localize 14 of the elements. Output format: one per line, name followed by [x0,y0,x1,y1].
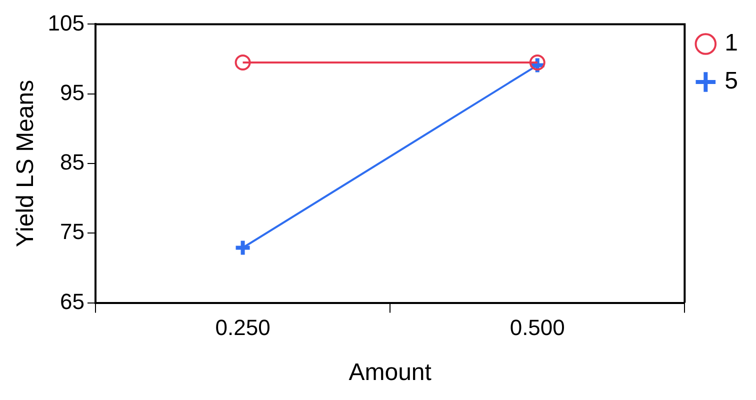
y-tick-label: 65 [60,288,85,314]
x-tick-label: 0.250 [215,315,270,340]
legend-label: 5 [724,68,738,95]
x-tick-label: 0.500 [510,315,565,340]
point [529,54,546,71]
y-tick-label: 105 [48,10,85,36]
y-tick-label: 75 [60,219,85,244]
y-tick-label: 95 [60,80,85,105]
y-tick-label: 85 [60,150,85,175]
point [234,238,252,257]
x-axis-title: Amount [348,359,432,386]
legend-label: 1 [724,30,738,57]
y-axis-title: Yield LS Means [12,80,40,248]
point [234,54,251,71]
